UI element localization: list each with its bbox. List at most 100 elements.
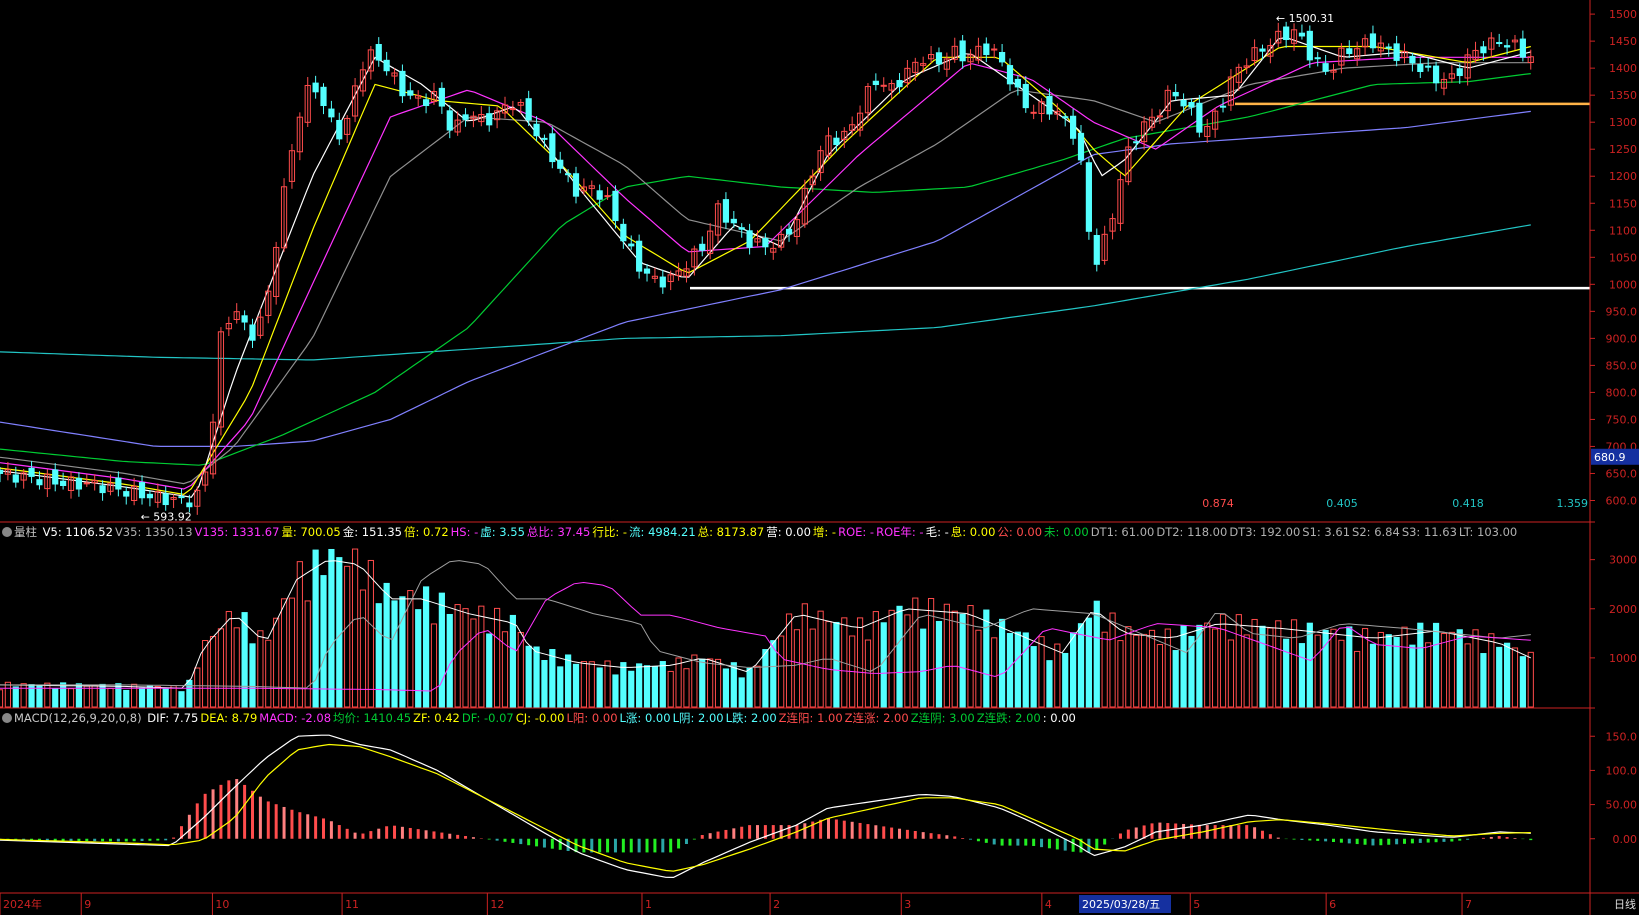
candle-body	[1440, 78, 1448, 89]
indicator-field: V135: 1331.67	[194, 525, 280, 539]
time-tick-label: 7	[1465, 898, 1472, 911]
volume-bar	[1361, 628, 1369, 708]
indicator-field: Z连阴: 3.00	[910, 711, 975, 725]
candle-body	[1330, 69, 1337, 73]
candle-body	[446, 110, 453, 131]
candle-body	[1338, 47, 1345, 66]
volume-bar	[1330, 628, 1337, 708]
indicator-field: MACD: -2.08	[259, 711, 332, 725]
volume-bar	[1267, 627, 1274, 708]
candle-body	[1314, 57, 1321, 60]
candle-body	[809, 175, 816, 186]
volume-bar	[699, 658, 706, 708]
candle-body	[280, 186, 288, 249]
indicator-field: : 0.00	[1042, 711, 1076, 725]
candle-body	[580, 186, 587, 192]
candle-body	[367, 49, 374, 72]
candle-body	[1164, 89, 1171, 112]
candle-body	[825, 135, 832, 156]
candle-body	[83, 482, 90, 485]
volume-bar	[280, 598, 288, 708]
candle-body	[1417, 64, 1424, 72]
candle-body	[1306, 30, 1313, 61]
panel-toggle-icon[interactable]	[2, 713, 12, 723]
volume-bar	[1480, 653, 1487, 708]
candle-body	[273, 246, 280, 297]
volume-bar	[754, 665, 761, 708]
indicator-field: V5: 1106.52	[42, 525, 113, 539]
price-tick-label: 650.0	[1606, 467, 1638, 480]
candle-body	[1141, 121, 1148, 143]
volume-bar	[920, 628, 927, 708]
candle-body	[328, 108, 335, 118]
candle-body	[1077, 132, 1085, 161]
volume-bar	[1204, 622, 1211, 708]
volume-bar	[1077, 623, 1085, 708]
candle-body	[202, 471, 209, 486]
volume-bar	[1014, 631, 1021, 708]
volume-bar	[1377, 631, 1384, 708]
volume-bar	[1432, 622, 1440, 708]
candle-body	[1527, 56, 1534, 63]
candle-body	[28, 467, 35, 477]
volume-bar	[501, 631, 509, 708]
candle-body	[912, 61, 919, 73]
volume-bar	[123, 689, 130, 708]
candle-body	[1227, 76, 1235, 106]
candle-body	[754, 238, 761, 243]
volume-bar	[1259, 625, 1266, 708]
candle-body	[572, 173, 580, 197]
candle-body	[415, 95, 422, 99]
volume-bar	[1070, 632, 1077, 708]
volume-bar	[991, 637, 998, 708]
volume-bar	[1164, 628, 1171, 708]
candle-body	[336, 119, 343, 140]
candle-body	[975, 45, 982, 61]
macd-indicator-bar: MACD(12,26,9,20,0,8) DIF: 7.75 DEA: 8.79 M…	[0, 710, 1592, 726]
candle-body	[691, 248, 698, 268]
volume-bar	[486, 633, 493, 708]
price-tick-label: 900.0	[1606, 332, 1638, 345]
volume-bar	[738, 677, 745, 708]
candle-body	[1519, 38, 1526, 58]
candle-body	[107, 482, 114, 492]
indicator-field: 金: 151.35	[342, 525, 402, 539]
candle-body	[60, 480, 67, 487]
volume-bar	[509, 614, 516, 708]
volume-bar	[1338, 639, 1345, 708]
volume-bar	[707, 658, 714, 708]
candle-body	[1046, 95, 1053, 115]
candle-body	[1322, 63, 1329, 72]
candle-body	[154, 491, 161, 503]
candle-body	[1503, 45, 1511, 48]
candle-body	[888, 83, 895, 91]
volume-bar	[1251, 618, 1258, 708]
volume-bar	[675, 657, 682, 708]
candle-body	[746, 230, 753, 248]
volume-bar	[138, 687, 146, 708]
high-label: ← 1500.31	[1276, 12, 1334, 25]
candle-body	[186, 502, 193, 508]
candle-body	[36, 479, 43, 486]
candle-body	[288, 150, 296, 182]
candle-body	[391, 72, 398, 77]
volume-ma-line	[0, 581, 1531, 692]
volume-bar	[399, 596, 406, 708]
volume-bar	[533, 646, 540, 708]
candle-body	[1014, 78, 1021, 88]
candle-body	[1101, 233, 1108, 261]
candle-body	[983, 43, 990, 56]
volume-bar	[454, 604, 461, 708]
candle-body	[1054, 110, 1061, 115]
candle-body	[1496, 42, 1503, 45]
candle-body	[375, 44, 382, 61]
candle-body	[643, 268, 651, 274]
volume-bar	[1133, 634, 1140, 708]
volume-bar	[36, 685, 43, 708]
candle-body	[430, 91, 438, 103]
volume-bar	[1172, 650, 1179, 708]
candle-body	[399, 70, 406, 97]
panel-toggle-icon[interactable]	[2, 527, 12, 537]
volume-bar	[1488, 633, 1495, 708]
